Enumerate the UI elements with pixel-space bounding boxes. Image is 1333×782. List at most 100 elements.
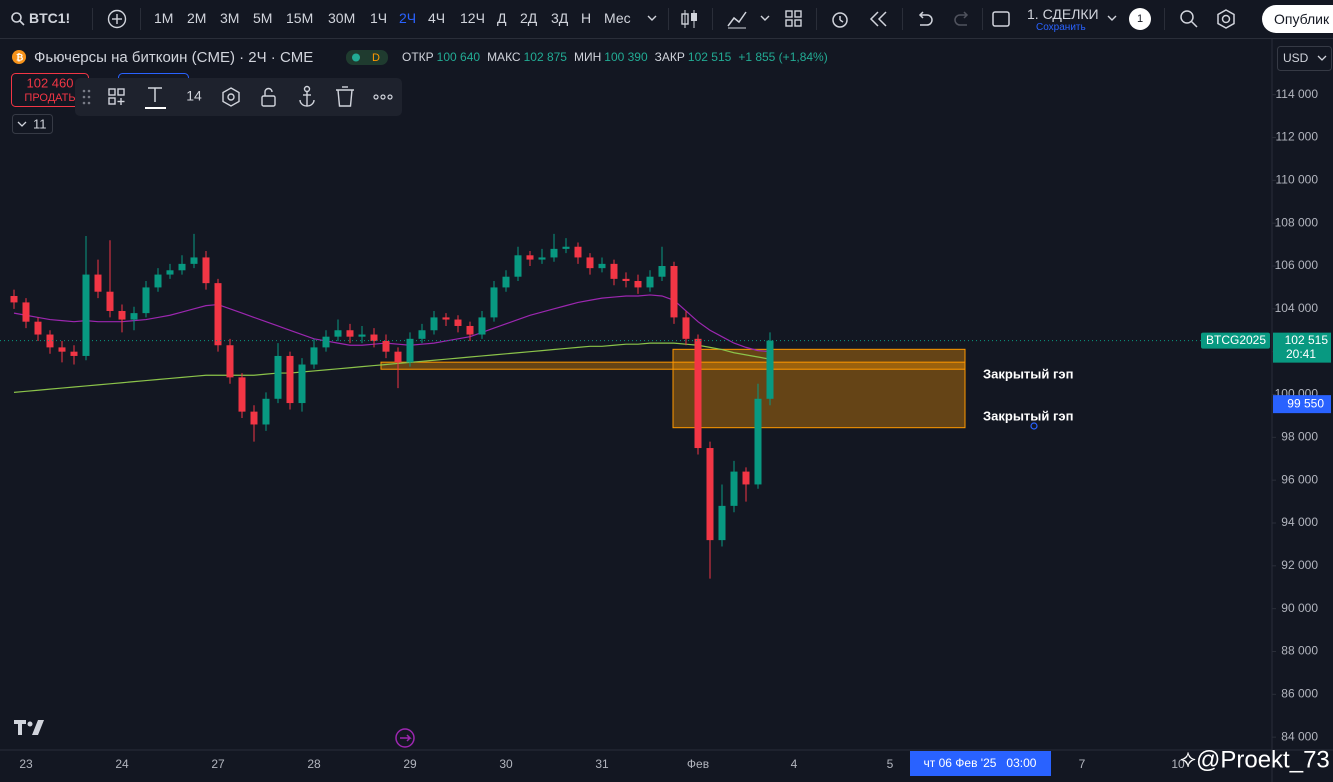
candle-body: [106, 291, 114, 311]
plot-background: [0, 39, 1272, 750]
drag-handle[interactable]: [82, 89, 91, 105]
interval-button[interactable]: 2М: [187, 10, 207, 26]
settings-icon[interactable]: [1215, 8, 1237, 30]
candle-body: [382, 340, 390, 352]
crosshair-time-label: чт 06 Фев '25 03:00: [924, 756, 1037, 770]
top-toolbar: BTC1! 1М 2М 3М 5М 15М 30М 1Ч 2Ч 4Ч 12Ч Д 2Д 3Д Н Мес 1…: [0, 0, 1333, 39]
undo-icon[interactable]: [914, 9, 934, 29]
ohlc-label: МИН: [574, 50, 601, 64]
currency-select[interactable]: [1277, 46, 1332, 71]
x-tick-label: Фев: [687, 757, 709, 771]
interval-button[interactable]: Мес: [604, 10, 631, 26]
indicators-count[interactable]: 11: [33, 116, 47, 131]
badge[interactable]: 1: [1129, 8, 1151, 30]
search-icon[interactable]: [10, 11, 26, 27]
candle-body: [130, 313, 138, 320]
font-size[interactable]: 14: [186, 88, 202, 104]
quick-search-icon[interactable]: [1178, 8, 1200, 30]
candle-body: [670, 266, 678, 318]
axis-layer: 84 000 86 000 88 000 90 000 92 000 94 000 96 0…: [0, 87, 1331, 776]
save-status[interactable]: Сохранить: [1036, 22, 1086, 33]
candle-body: [406, 338, 414, 363]
crosshair-dot: [1030, 422, 1038, 430]
last-price-tag: [1273, 332, 1331, 363]
sell-label[interactable]: ПРОДАТЬ: [24, 92, 75, 104]
interval-button[interactable]: 2Ч: [399, 10, 417, 26]
zone-layer: Закрытый гэп Закрытый гэп: [380, 348, 1073, 429]
delete-tool[interactable]: [336, 86, 354, 107]
candle-body: [586, 257, 594, 269]
candle-body: [166, 270, 174, 275]
interval-button[interactable]: 4Ч: [428, 10, 446, 26]
indicators-icon[interactable]: [726, 8, 748, 30]
candle-body: [430, 317, 438, 331]
layout-name[interactable]: 1. СДЕЛКИ: [1027, 6, 1099, 22]
replay-icon[interactable]: [868, 9, 890, 29]
candle-body: [94, 274, 102, 292]
interval-button[interactable]: Н: [581, 10, 592, 26]
interval-button[interactable]: 15М: [286, 10, 314, 26]
separator: [902, 8, 903, 30]
candle-body: [358, 334, 366, 337]
anchor-tool[interactable]: [299, 85, 315, 107]
interval-button[interactable]: Д: [497, 10, 507, 26]
status-dot: [352, 53, 360, 62]
alert-icon[interactable]: [829, 8, 851, 30]
dropdown-arrow[interactable]: [646, 14, 658, 24]
layout-icon[interactable]: [991, 9, 1011, 29]
redo-icon[interactable]: [953, 9, 973, 29]
events-icon-arrow: [400, 734, 412, 742]
annotation: Закрытый гэп: [983, 408, 1073, 423]
sell-price[interactable]: 102 460: [27, 75, 74, 90]
interval-button[interactable]: 12Ч: [460, 10, 485, 26]
symbol[interactable]: BTC1!: [29, 10, 71, 26]
settings-tool[interactable]: [222, 87, 240, 107]
separator: [92, 8, 93, 30]
candle-body: [286, 355, 294, 404]
y-tick-label: 108 000: [1275, 215, 1319, 229]
ohlc-value: 100 640: [437, 50, 481, 64]
ohlc-change: +1 855 (+1,84%): [738, 50, 827, 64]
candle-body: [322, 336, 330, 348]
currency[interactable]: USD: [1283, 51, 1309, 65]
y-tick-label: 84 000: [1281, 729, 1318, 743]
interval-button[interactable]: 5М: [253, 10, 273, 26]
countdown-label: 20:41: [1286, 347, 1316, 361]
candle-body: [766, 340, 774, 399]
indicators-toggle[interactable]: [12, 114, 53, 134]
y-tick-label: 106 000: [1275, 258, 1319, 272]
y-tick-label: 96 000: [1281, 472, 1318, 486]
text-tool[interactable]: [145, 87, 166, 109]
candle-body: [118, 310, 126, 320]
interval-button[interactable]: 2Д: [520, 10, 538, 26]
interval-button[interactable]: 3М: [220, 10, 240, 26]
candle-body: [754, 398, 762, 485]
candle-body: [10, 295, 18, 303]
y-tick-label: 94 000: [1281, 515, 1318, 529]
interval-button[interactable]: 1М: [154, 10, 174, 26]
status-flag: D: [372, 52, 380, 64]
candle-body: [82, 274, 90, 356]
currency-arrow: [1317, 55, 1327, 61]
dropdown-arrow[interactable]: [759, 14, 771, 24]
candle-body: [34, 321, 42, 335]
crosshair-time-tag: [910, 751, 1051, 776]
candle-body: [238, 377, 246, 412]
candle-body: [394, 351, 402, 363]
interval-button[interactable]: 1Ч: [370, 10, 388, 26]
publish-button[interactable]: Опублик: [1262, 5, 1333, 33]
compare-icon[interactable]: [107, 9, 127, 29]
y-tick-label: 92 000: [1281, 558, 1318, 572]
candle-body: [538, 257, 546, 260]
candle-body: [298, 364, 306, 404]
template-tool[interactable]: [108, 88, 125, 105]
ohlc-label: МАКС: [487, 50, 521, 64]
interval-button[interactable]: 30М: [328, 10, 356, 26]
candles-icon[interactable]: [678, 8, 700, 30]
lock-tool[interactable]: [261, 87, 276, 107]
interval-button[interactable]: 3Д: [551, 10, 569, 26]
templates-icon[interactable]: [784, 9, 804, 29]
more-tool[interactable]: [373, 94, 393, 100]
events-icon[interactable]: [395, 728, 415, 748]
dropdown-arrow[interactable]: [1106, 14, 1118, 24]
